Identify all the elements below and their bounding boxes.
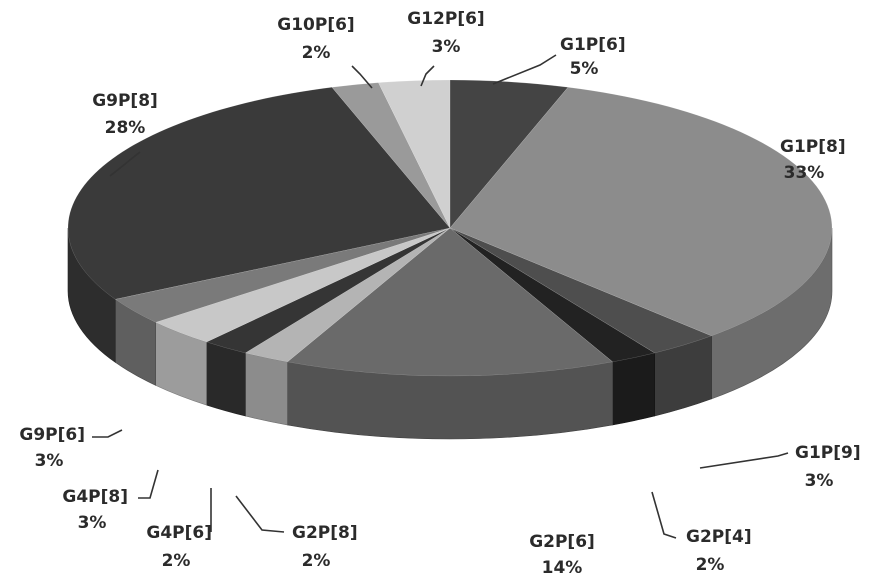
- leader-line-G4P[8]: [138, 470, 158, 498]
- slice-label-G2P[8]: G2P[8]: [292, 523, 358, 543]
- slice-side-G2P[8]: [245, 353, 287, 425]
- slice-label-G2P[6]: G2P[6]: [529, 532, 595, 552]
- slice-side-G4P[6]: [207, 342, 246, 416]
- slice-label-G4P[8]: G4P[8]: [62, 487, 128, 507]
- slice-side-G2P[4]: [613, 353, 655, 425]
- slice-percent-G9P[6]: 3%: [35, 451, 64, 471]
- slice-percent-G12P[6]: 3%: [432, 37, 461, 57]
- slice-label-G1P[9]: G1P[9]: [795, 443, 861, 463]
- slice-percent-G1P[6]: 5%: [570, 59, 599, 79]
- slice-percent-G4P[8]: 3%: [78, 513, 107, 533]
- slice-label-G9P[6]: G9P[6]: [19, 425, 85, 445]
- leader-line-G1P[9]: [700, 453, 788, 468]
- slice-percent-G2P[6]: 14%: [542, 558, 583, 575]
- slice-label-G9P[8]: G9P[8]: [92, 91, 158, 111]
- slice-label-G12P[6]: G12P[6]: [407, 9, 484, 29]
- leader-line-G2P[8]: [236, 496, 284, 532]
- slice-percent-G2P[4]: 2%: [696, 555, 725, 575]
- leader-line-G2P[4]: [652, 492, 676, 538]
- slice-label-G1P[6]: G1P[6]: [560, 35, 626, 55]
- slice-percent-G1P[9]: 3%: [805, 471, 834, 491]
- slice-label-G4P[6]: G4P[6]: [146, 523, 212, 543]
- slice-percent-G1P[8]: 33%: [784, 163, 825, 183]
- leader-line-G1P[6]: [493, 55, 556, 84]
- slice-label-G2P[4]: G2P[4]: [686, 527, 752, 547]
- slice-label-G10P[6]: G10P[6]: [277, 15, 354, 35]
- slice-percent-G2P[8]: 2%: [302, 551, 331, 571]
- leader-line-G9P[6]: [92, 430, 122, 437]
- slice-percent-G4P[6]: 2%: [162, 551, 191, 571]
- slice-percent-G9P[8]: 28%: [105, 118, 146, 138]
- slice-label-G1P[8]: G1P[8]: [780, 137, 846, 157]
- slice-percent-G10P[6]: 2%: [302, 43, 331, 63]
- pie-top-layer: [68, 80, 832, 376]
